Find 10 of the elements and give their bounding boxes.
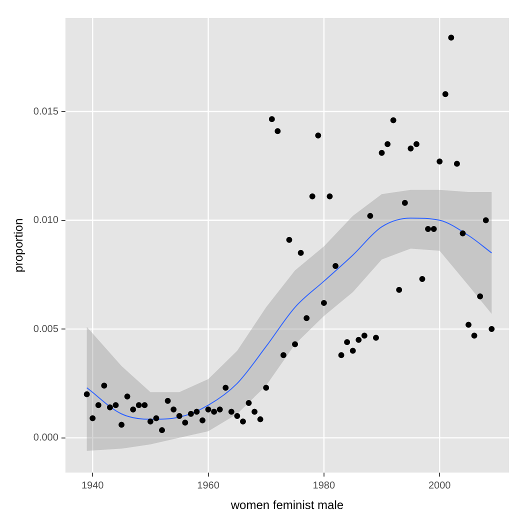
x-tick-label: 2000 — [428, 480, 452, 492]
y-tick-label: 0.015 — [33, 106, 59, 118]
x-axis-title: women feminist male — [230, 498, 344, 512]
y-tick-label: 0.005 — [33, 324, 59, 335]
y-tick-label: 0.010 — [33, 215, 59, 226]
y-tick-label: 0.000 — [33, 432, 59, 444]
x-tick-label: 1960 — [197, 480, 220, 492]
y-axis-title: proportion — [12, 218, 26, 272]
x-tick-label: 1940 — [81, 480, 104, 492]
x-tick-label: 1980 — [312, 480, 336, 492]
